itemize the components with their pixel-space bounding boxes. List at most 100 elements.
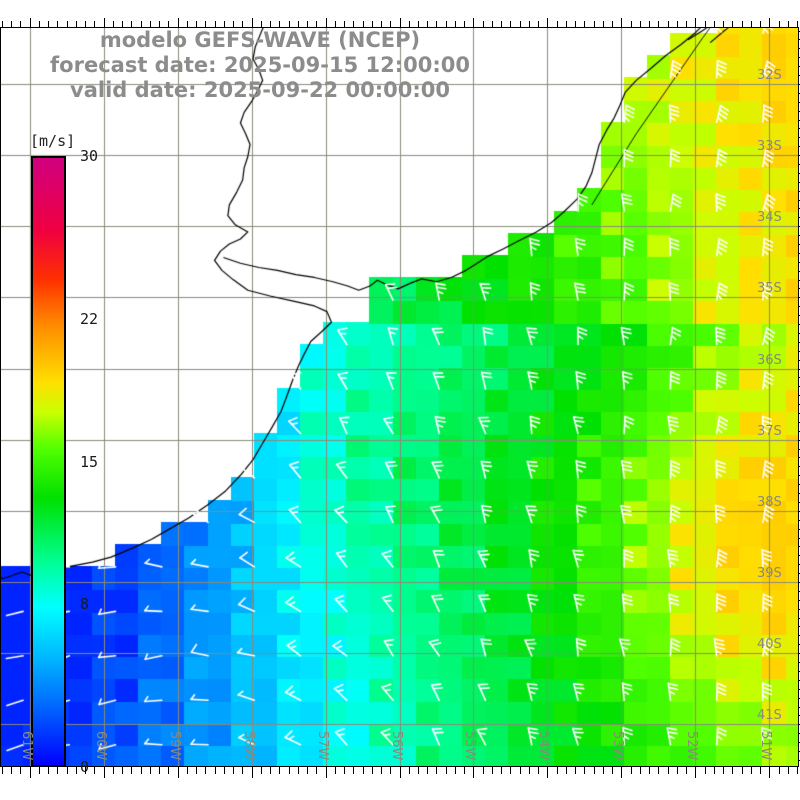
- tick-mark: [547, 18, 548, 27]
- tick-mark: [141, 767, 142, 774]
- tick-mark: [131, 767, 132, 774]
- tick-mark: [492, 767, 493, 774]
- lon-label-51W: 51W: [758, 731, 774, 761]
- tick-mark: [547, 767, 548, 778]
- tick-mark: [621, 18, 622, 27]
- tick-mark: [381, 767, 382, 774]
- tick-mark: [233, 767, 234, 774]
- tick-mark: [67, 767, 68, 774]
- tick-mark: [788, 767, 789, 774]
- tick-mark: [279, 767, 280, 774]
- tick-mark: [603, 767, 604, 774]
- lon-label-53W: 53W: [610, 731, 626, 761]
- tick-mark: [298, 767, 299, 774]
- lat-label-32S: 32S: [757, 67, 782, 83]
- tick-mark: [353, 767, 354, 774]
- lat-label-33S: 33S: [757, 139, 782, 155]
- lat-label-41S: 41S: [757, 708, 782, 724]
- tick-mark: [113, 767, 114, 774]
- tick-mark: [224, 767, 225, 774]
- tick-mark: [261, 767, 262, 774]
- tick-mark: [30, 767, 31, 778]
- tick-mark: [326, 18, 327, 27]
- tick-mark: [344, 767, 345, 774]
- tick-mark: [446, 767, 447, 774]
- tick-mark: [150, 767, 151, 774]
- tick-mark: [742, 767, 743, 774]
- tick-mark: [594, 767, 595, 774]
- tick-mark: [215, 767, 216, 774]
- tick-mark: [104, 767, 105, 778]
- tick-mark: [705, 767, 706, 774]
- title-valid-date: valid date: 2025-09-22 00:00:00: [70, 78, 450, 102]
- tick-mark: [769, 18, 770, 27]
- tick-mark: [621, 767, 622, 778]
- tick-mark: [178, 767, 179, 778]
- colorbar-tick-15: 15: [80, 452, 99, 471]
- tick-mark: [427, 767, 428, 774]
- tick-mark: [436, 767, 437, 774]
- tick-mark: [94, 767, 95, 774]
- title-model-line: modelo GEFS-WAVE (NCEP): [99, 28, 421, 52]
- tick-mark: [584, 767, 585, 774]
- lat-label-36S: 36S: [757, 352, 782, 368]
- tick-mark: [760, 767, 761, 774]
- tick-mark: [270, 767, 271, 774]
- tick-mark: [205, 767, 206, 774]
- tick-mark: [501, 767, 502, 774]
- tick-mark: [723, 767, 724, 774]
- wind-field-canvas[interactable]: [0, 27, 799, 767]
- tick-mark: [39, 767, 40, 774]
- map-plot-area[interactable]: [0, 27, 799, 767]
- tick-mark: [695, 767, 696, 778]
- tick-mark: [104, 18, 105, 27]
- lon-label-52W: 52W: [684, 731, 700, 761]
- tick-mark: [326, 767, 327, 778]
- colorbar[interactable]: [31, 156, 66, 767]
- tick-mark: [2, 767, 3, 774]
- colorbar-unit-label: [m/s]: [30, 132, 76, 150]
- tick-mark: [307, 767, 308, 774]
- tick-mark: [575, 767, 576, 774]
- tick-mark: [686, 767, 687, 774]
- lon-label-61W: 61W: [18, 731, 34, 761]
- tick-mark: [658, 767, 659, 774]
- tick-mark: [252, 18, 253, 27]
- tick-mark: [769, 767, 770, 778]
- tick-mark: [400, 767, 401, 778]
- tick-mark: [779, 767, 780, 774]
- tick-mark: [473, 767, 474, 778]
- tick-mark: [418, 767, 419, 774]
- tick-mark: [122, 767, 123, 774]
- tick-mark: [159, 767, 160, 774]
- tick-mark: [316, 767, 317, 774]
- tick-mark: [11, 767, 12, 774]
- tick-mark: [668, 767, 669, 774]
- tick-mark: [732, 767, 733, 774]
- tick-mark: [242, 767, 243, 774]
- tick-mark: [400, 18, 401, 27]
- tick-mark: [57, 767, 58, 774]
- tick-mark: [557, 767, 558, 774]
- lat-label-34S: 34S: [757, 210, 782, 226]
- tick-mark: [390, 767, 391, 774]
- lon-label-58W: 58W: [240, 731, 256, 761]
- tick-mark: [372, 767, 373, 774]
- lat-label-39S: 39S: [757, 566, 782, 581]
- tick-mark: [30, 18, 31, 27]
- tick-mark: [289, 767, 290, 774]
- tick-mark: [168, 767, 169, 774]
- lat-label-37S: 37S: [757, 423, 782, 439]
- tick-mark: [631, 767, 632, 774]
- colorbar-tick-8: 8: [80, 595, 90, 614]
- tick-mark: [335, 767, 336, 774]
- tick-mark: [695, 18, 696, 27]
- tick-mark: [566, 767, 567, 774]
- colorbar-tick-30: 30: [80, 147, 99, 165]
- tick-mark: [76, 767, 77, 774]
- tick-mark: [409, 767, 410, 774]
- colorbar-tick-0: 0: [80, 758, 90, 776]
- tick-mark: [363, 767, 364, 774]
- tick-mark: [649, 767, 650, 774]
